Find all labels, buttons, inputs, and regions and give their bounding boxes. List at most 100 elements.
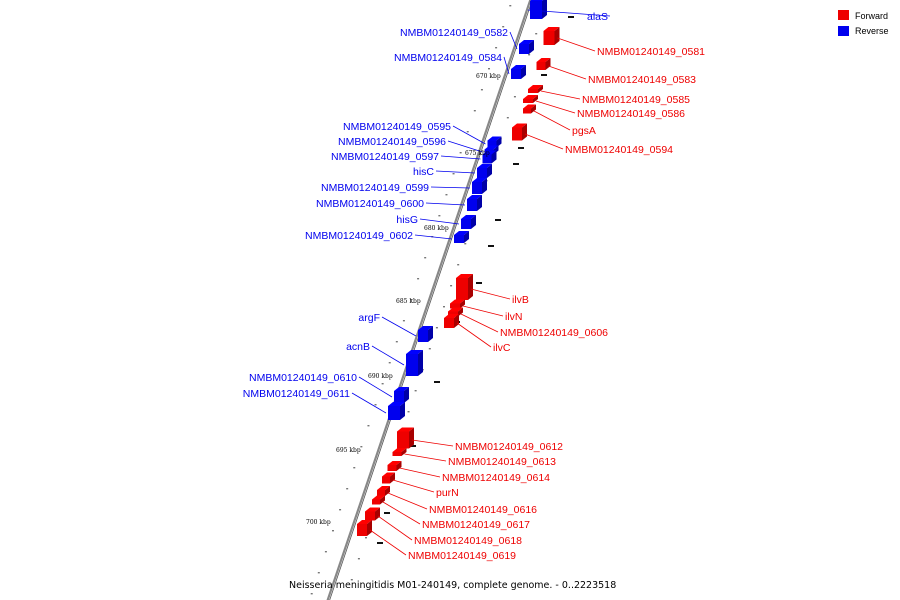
gene-feature-nmbm01240149-0613 [392,448,407,456]
gene-label-nmbm01240149-0582: NMBM01240149_0582 [400,27,508,39]
legend-label-forward: Forward [855,11,888,21]
tick-mark-32 [395,341,398,343]
tick-mark-6 [488,68,491,70]
label-leaders [351,9,611,556]
tick-mark-44 [353,467,356,469]
gene-feature-pgsa [523,104,536,114]
leader-nmbm01240149-0614 [399,467,441,478]
tick-mark-36 [381,383,384,385]
leader-nmbm01240149-0600 [425,202,466,206]
gene-feature-nmbm01240149-0594 [512,123,527,141]
gene-label-acnb: acnB [346,341,370,353]
leader-argf [381,316,417,337]
tick-mark-56 [310,593,313,595]
gene-label-nmbm01240149-0586: NMBM01240149_0586 [577,108,685,120]
leader-nmbm01240149-0606 [460,313,499,333]
tick-mark-62 [495,219,501,221]
gene-label-nmbm01240149-0618: NMBM01240149_0618 [414,535,522,547]
gene-feature-hisc [477,164,492,178]
leader-ilvb [470,288,511,300]
legend-label-reverse: Reverse [855,26,889,36]
gene-label-nmbm01240149-0595: NMBM01240149_0595 [343,121,451,133]
gene-label-nmbm01240149-0596: NMBM01240149_0596 [338,136,446,148]
tick-mark-0 [509,5,512,7]
tick-mark-29 [443,306,445,308]
tick-mark-55 [350,579,353,581]
tick-mark-24 [424,257,427,259]
gene-feature-ilvb [456,274,473,300]
gene-label-nmbm01240149-0581: NMBM01240149_0581 [597,46,705,58]
tick-mark-63 [488,245,494,247]
gene-feature-nmbm01240149-0586 [523,95,538,103]
gene-feature-nmbm01240149-0595 [487,136,502,148]
tick-mark-10 [473,110,476,112]
gene-feature-nmbm01240149-0597 [482,150,497,164]
gene-feature-argf [418,326,433,342]
kbp-scale-labels: 670 kbp 675 kbp 680 kbp 685 kbp 690 kbp 695 k… [306,73,501,526]
gene-label-ilvc: ilvC [493,342,511,354]
tick-mark-52 [324,551,327,553]
leader-nmbm01240149-0619 [369,529,407,556]
tick-mark-18 [445,194,448,196]
gene-feature-nmbm01240149-0618 [365,507,380,521]
tick-mark-39 [407,411,410,413]
kbp-label-680-kbp: 680 kbp [424,225,449,232]
gene-feature-acnb [406,350,423,376]
gene-features [357,0,560,536]
gene-feature-nmbm01240149-0599 [472,178,487,194]
leader-hisc [435,170,476,174]
gene-label-nmbm01240149-0597: NMBM01240149_0597 [331,151,439,163]
tick-mark-38 [374,404,377,406]
tick-mark-69 [377,542,383,544]
leader-nmbm01240149-0618 [377,515,413,541]
gene-feature-nmbm01240149-0611 [388,402,405,420]
tick-mark-8 [480,89,483,91]
gene-feature-nmbm01240149-0614 [387,461,402,471]
gene-label-alas: alaS [587,11,608,23]
gene-label-nmbm01240149-0619: NMBM01240149_0619 [408,550,516,562]
tick-mark-28 [410,299,412,301]
gene-feature-nmbm01240149-0582 [519,40,534,54]
legend-swatch-reverse [838,26,849,36]
gene-label-nmbm01240149-0616: NMBM01240149_0616 [429,504,537,516]
gene-label-nmbm01240149-0606: NMBM01240149_0606 [500,327,608,339]
gene-label-pgsa: pgsA [572,125,596,137]
tick-mark-64 [476,282,482,284]
tick-mark-23 [464,243,467,245]
gene-label-nmbm01240149-0611: NMBM01240149_0611 [243,388,350,400]
gene-feature-nmbm01240149-0610 [394,387,409,403]
gene-label-nmbm01240149-0602: NMBM01240149_0602 [305,230,413,242]
gene-label-nmbm01240149-0583: NMBM01240149_0583 [588,74,696,86]
genome-caption: Neisseria meningitidis M01-240149, compl… [289,580,616,591]
gene-label-hisc: hisC [413,166,434,178]
tick-mark-37 [414,390,417,392]
gene-labels: NMBM01240149_0581 NMBM01240149_0583 NMBM01… [243,11,705,562]
gene-feature-nmbm01240149-0619 [357,520,372,536]
tick-mark-33 [428,348,431,350]
leader-nmbm01240149-0582 [509,31,518,50]
gene-label-purn: purN [436,487,459,499]
tick-mark-5 [528,54,531,56]
tick-mark-2 [502,26,505,28]
kbp-label-675-kbp: 675 kbp [465,150,490,157]
leader-alas [527,9,611,17]
legend-swatch-forward [838,10,849,20]
gene-feature-purn [382,472,395,484]
leader-nmbm01240149-0602 [414,234,453,240]
tick-mark-58 [568,16,574,18]
tick-mark-68 [384,512,390,514]
gene-feature-nmbm01240149-0581 [543,27,560,45]
leader-nmbm01240149-0583 [548,65,587,80]
genome-backbone [326,0,532,600]
gene-label-ilvb: ilvB [512,294,529,306]
leader-ilvn [462,305,504,317]
gene-label-hisg: hisG [396,214,418,226]
tick-mark-50 [331,530,334,532]
tick-mark-9 [513,96,516,98]
gene-feature-nmbm01240149-0585 [528,85,543,93]
leader-nmbm01240149-0616 [387,492,428,510]
gene-label-nmbm01240149-0599: NMBM01240149_0599 [321,182,429,194]
kbp-label-695-kbp: 695 kbp [336,447,361,454]
leader-nmbm01240149-0585 [540,90,581,100]
gene-feature-nmbm01240149-0600 [467,195,482,211]
